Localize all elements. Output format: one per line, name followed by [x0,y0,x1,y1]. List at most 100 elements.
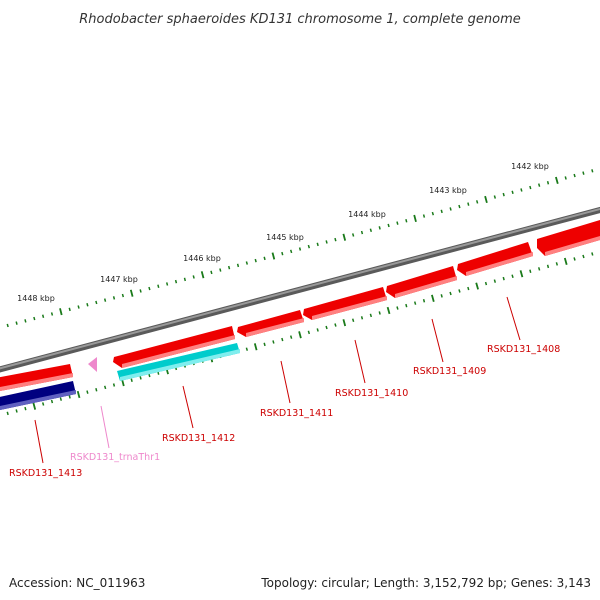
inner-scale-tick [591,252,594,256]
outer-scale-tick [351,233,355,237]
scale-label-1446: 1446 kbp [183,254,221,263]
inner-scale-tick [334,323,337,327]
gene-red-long[interactable] [113,326,235,368]
gene-label-RSKD131_1413[interactable]: RSKD131_1413 [9,468,82,479]
gene-label-RSKD131_trnaThr1[interactable]: RSKD131_trnaThr1 [70,452,160,463]
outer-scale-tick [307,244,311,249]
outer-scale-tick [112,296,116,300]
inner-scale-tick [41,402,45,406]
outer-scale-tick [520,188,523,192]
outer-scale-tick [316,242,319,247]
inner-scale-tick [6,411,9,416]
inner-scale-tick [24,406,27,411]
gene-RSKD131_1408[interactable] [537,220,600,256]
inner-scale-tick [272,340,275,344]
scale-labels: 1442 kbp 1443 kbp 1444 kbp 1445 kbp 1446… [17,162,549,303]
outer-scale-tick [254,258,257,263]
outer-scale-tick [219,268,222,272]
inner-scale-tick [422,299,426,303]
inner-scale-tick [360,316,364,320]
outer-scale-tick [564,176,567,180]
gene-label-RSKD131_1410[interactable]: RSKD131_1410 [335,388,408,399]
inner-scale-tick [396,306,399,310]
outer-scale-tick [77,305,80,309]
gene-label-RSKD131_1412[interactable]: RSKD131_1412 [162,433,235,444]
label-leader-lines [34,296,521,464]
inner-scale-tick [378,311,381,315]
inner-scale-tick [281,337,284,342]
inner-scale-tick [15,409,18,413]
outer-scale-tick [537,183,541,187]
inner-scale-tick [440,294,443,298]
inner-scale-tick [502,276,505,281]
inner-scale-tick [263,342,266,347]
inner-scale-tick [289,335,293,339]
outer-scale-tick [440,209,443,214]
scale-label-1447: 1447 kbp [100,275,138,284]
outer-scale-tick [289,249,293,254]
inner-scale-tick [316,328,319,332]
inner-scale-tick [95,388,98,392]
inner-scale-tick [253,343,258,351]
inner-scale-tick [130,378,133,382]
accession-text: Accession: NC_011963 [9,576,145,590]
outer-scale-tick [281,251,284,256]
outer-scale-tick [263,256,266,261]
scale-label-1442: 1442 kbp [511,162,549,171]
gene-RSKD131_1413[interactable] [0,364,73,392]
gene-RSKD131_1410[interactable] [386,266,457,298]
outer-scale-tick [493,195,497,199]
scale-label-1448: 1448 kbp [17,294,55,303]
outer-scale-tick [95,300,98,305]
inner-scale-tick [325,325,328,330]
inner-scale-tick [413,301,417,305]
gene-navy[interactable] [0,381,76,411]
inner-scale-tick [519,270,524,278]
inner-scale-tick [475,282,479,290]
outer-scale-tick [129,289,134,297]
outer-scale-tick [422,214,426,218]
scale-label-1444: 1444 kbp [348,210,386,219]
outer-scale-tick [591,169,594,173]
gene-label-RSKD131_1411[interactable]: RSKD131_1411 [260,408,333,419]
inner-scale-tick [546,264,550,269]
gene-RSKD131_1409[interactable] [457,242,533,276]
outer-scale-tick [24,319,27,323]
inner-scale-tick [386,306,391,315]
outer-scale-tick [378,226,381,230]
inner-scale-tick [139,376,142,380]
gene-RSKD131_1412[interactable] [237,310,304,337]
map-title: Rhodobacter sphaeroides KD131 chromosome… [79,12,520,27]
outer-scale-tick [511,190,514,194]
outer-scale-tick [165,282,169,286]
outer-scale-tick [475,200,479,204]
inner-scale-tick [68,395,71,399]
inner-scale-tick [307,330,311,335]
inner-scale-tick [405,303,408,308]
gene-RSKD131_1411[interactable] [303,287,387,320]
outer-scale-tick [467,202,470,206]
gene-cyan[interactable] [117,343,240,381]
scale-track-outer [0,167,600,330]
inner-scale-tick [573,257,576,261]
gene-RSKD131_trnaThr1[interactable] [88,357,97,372]
gene-label-RSKD131_1408[interactable]: RSKD131_1408 [487,344,560,355]
outer-scale-tick [68,307,71,312]
outer-scale-tick [360,230,364,235]
inner-scale-tick [369,313,373,318]
outer-scale-tick [139,289,142,293]
gene-label-RSKD131_1409[interactable]: RSKD131_1409 [413,366,486,377]
scale-label-1445: 1445 kbp [266,233,304,242]
scale-label-1443: 1443 kbp [429,186,467,195]
inner-scale-tick [555,262,559,266]
inner-scale-tick [298,331,302,339]
inner-scale-tick [148,373,151,378]
inner-scale-tick [245,347,249,351]
inner-scale-tick [342,319,347,327]
outer-scale-tick [192,275,195,279]
inner-scale-tick [511,274,514,279]
outer-scale-tick [86,303,89,307]
outer-scale-tick [15,321,18,325]
inner-scale-tick [431,294,435,302]
inner-scale-tick [493,279,497,283]
